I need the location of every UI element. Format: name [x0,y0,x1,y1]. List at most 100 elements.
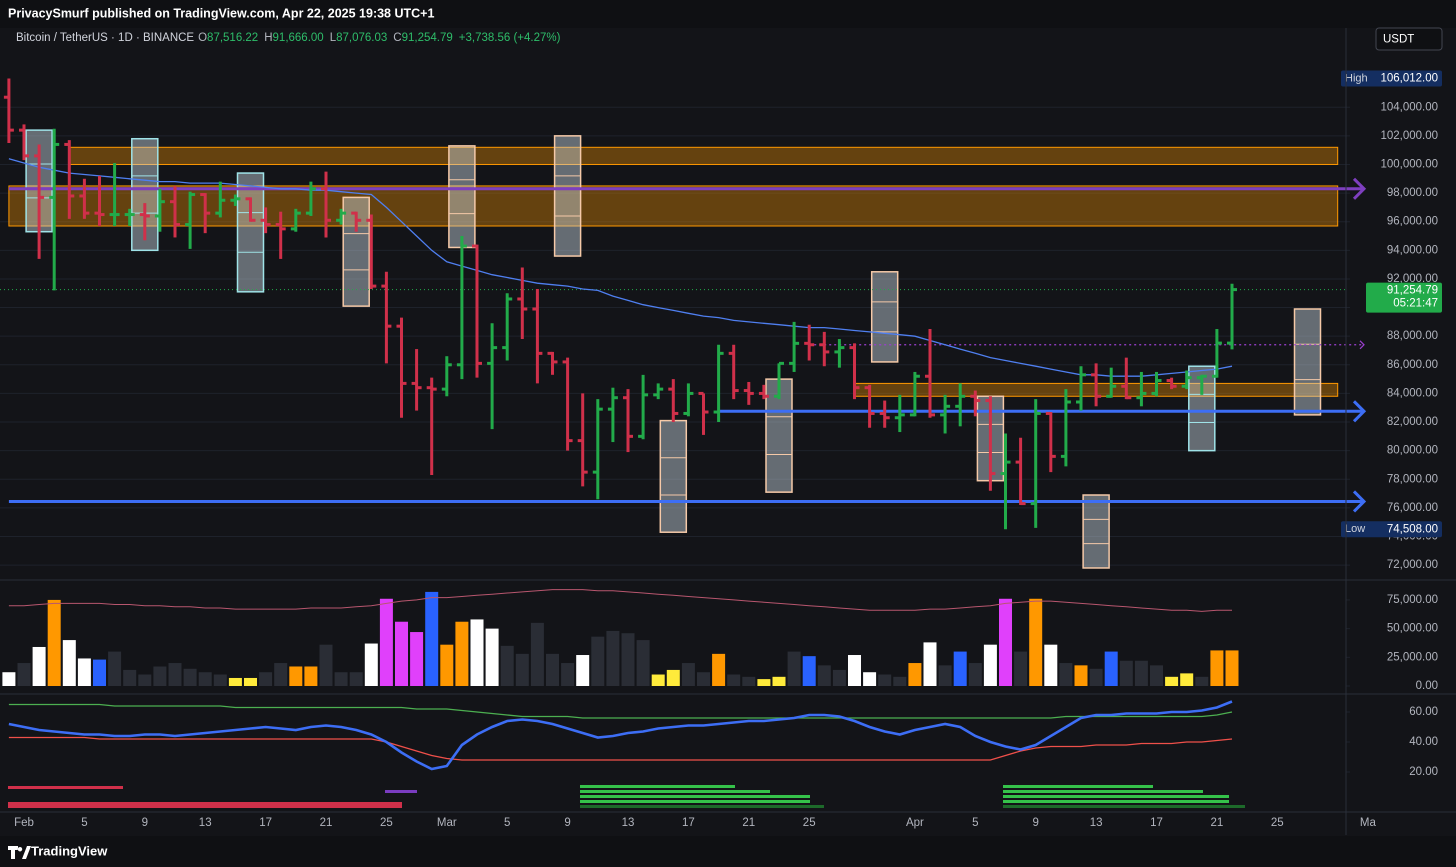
strip [8,802,402,808]
volume-bar [697,672,710,686]
volume-bar [863,672,877,686]
x-tick-label: Feb [14,817,34,829]
volume-bar [500,645,514,686]
volume-bar [878,674,892,686]
x-tick-label: 25 [803,817,816,829]
volume-bar [410,632,424,686]
oscillator-line [8,700,1233,771]
currency[interactable]: USDT [1383,34,1414,46]
volume-bar [485,628,499,686]
volume-bar [1180,673,1194,686]
strip [1003,785,1153,788]
level-arrow [1352,400,1367,423]
volume-bar [681,663,695,686]
volume-bar [168,663,182,686]
x-tick-label: 21 [320,817,333,829]
volume-bar [576,655,590,686]
volume-bar [47,599,61,686]
x-tick-label: 17 [259,817,272,829]
y-tick-label: 76,000.00 [1387,502,1438,514]
volume-bar [666,669,680,686]
volume-bar [1150,665,1163,686]
volume-bar [1210,650,1224,686]
x-tick-label: 5 [504,817,510,829]
volume-bar [530,622,544,686]
moving-average [8,158,1233,377]
volume-bar [153,666,167,686]
volume-bar [1014,651,1028,686]
volume-bar [274,663,288,686]
legend-key: C [393,32,401,44]
volume-bar [802,656,816,686]
volume-bar [546,653,559,686]
level-arrow [1352,490,1367,513]
x-tick-label: 21 [742,817,755,829]
x-tick-label: 13 [1090,817,1103,829]
y-tick-label: 50,000.00 [1387,623,1438,635]
x-tick-label: 5 [972,817,978,829]
volume-bar [621,633,635,686]
volume-bar [395,621,408,686]
volume-bar [379,598,393,686]
legend-key: O [198,32,207,44]
volume-bar [968,663,982,686]
volume-bar [1059,663,1073,686]
volume-bar [213,674,227,686]
range-box [1082,494,1110,569]
volume-bar [923,642,937,686]
volume-bar [334,672,348,686]
x-tick-label: 17 [682,817,695,829]
volume-bar [455,621,469,686]
y-tick-label: 88,000.00 [1387,330,1438,342]
strip [580,785,735,788]
volume-bar [183,668,197,686]
volume-bar [1044,644,1058,686]
volume-bar [1074,665,1088,686]
strip [580,795,810,798]
signal-strips [8,785,1245,808]
volume-bar [1225,650,1239,686]
y-tick-label: 86,000.00 [1387,359,1438,371]
volume-bar [62,640,76,686]
volume-bar [77,658,91,686]
level-arrow [1352,177,1367,200]
symbol: Bitcoin / TetherUS · 1D · BINANCE [16,32,194,44]
legend-value: 91,666.00 [273,32,324,44]
volume-bar [893,676,907,686]
x-tick-label: Mar [437,817,457,829]
strip [1003,805,1245,808]
price-marker-label: Low [1345,523,1365,535]
y-tick-label: 40.00 [1409,736,1438,748]
tradingview-logo [8,846,31,859]
volume-bar [1165,676,1179,686]
volume-bar [742,676,756,686]
currency-button[interactable] [1375,27,1443,51]
publisher: PrivacySmurf published on TradingView.co… [8,6,434,20]
price-marker-box [1341,521,1442,538]
volume-bar [515,653,529,686]
last-price-label: 91,254.79 [1387,285,1438,297]
y-tick-label: 94,000.00 [1387,244,1438,256]
volume-bar [757,679,771,686]
volume-bar [123,669,137,686]
volume-bar [17,663,31,686]
y-tick-label: 82,000.00 [1387,416,1438,428]
volume-bar [304,666,318,686]
x-tick-label: 9 [1032,817,1038,829]
volume-bar [908,663,922,686]
y-tick-label: 98,000.00 [1387,187,1438,199]
price-marker-value: 74,508.00 [1387,523,1438,535]
x-tick-label: 21 [1211,817,1224,829]
volume-bar [938,665,952,686]
x-tick-label: 9 [564,817,570,829]
volume-bar [259,672,273,686]
volume-bar [787,651,801,686]
y-tick-label: 84,000.00 [1387,387,1438,399]
volume-bar [319,644,333,686]
x-tick-label: 25 [380,817,393,829]
y-tick-label: 92,000.00 [1387,273,1438,285]
volume-bar [1134,660,1148,686]
x-tick-label: Ma [1360,817,1377,829]
x-tick-label: 25 [1271,817,1284,829]
y-tick-label: 104,000.00 [1380,101,1438,113]
